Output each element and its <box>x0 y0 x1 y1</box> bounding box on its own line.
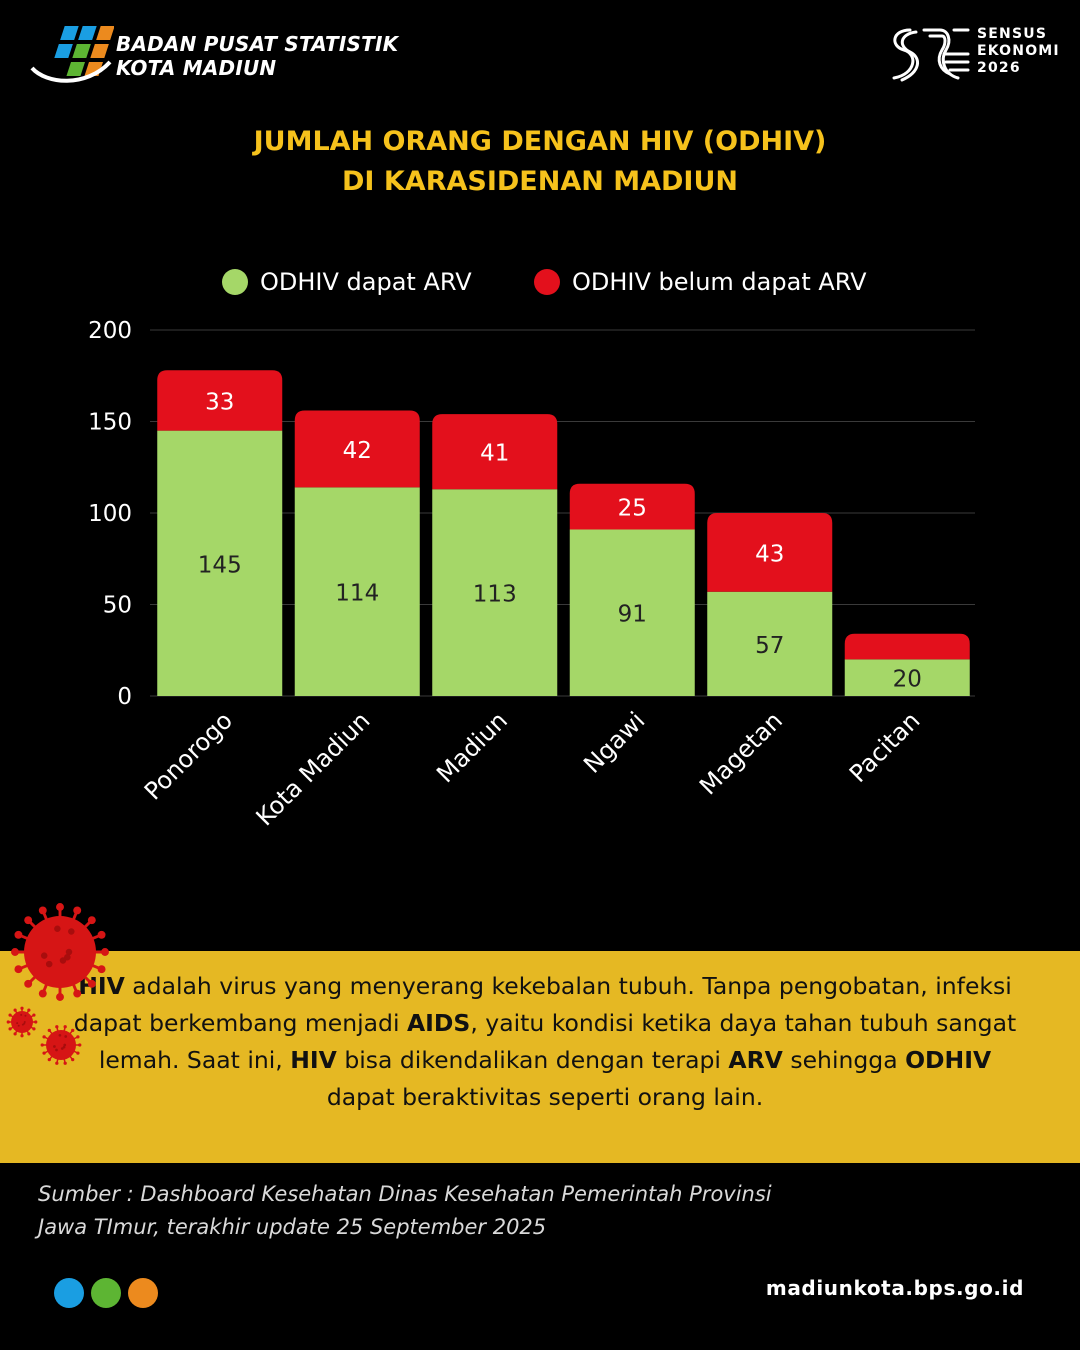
org-line2: KOTA MADIUN <box>116 56 277 80</box>
y-tick-label: 200 <box>88 318 132 344</box>
info-text-3: bisa dikendalikan dengan terapi <box>336 1046 729 1074</box>
bar-segment <box>294 487 420 696</box>
info-aids: AIDS <box>406 1009 471 1037</box>
bar-segment <box>844 633 970 660</box>
bar-segment <box>844 659 970 696</box>
website-link[interactable]: madiunkota.bps.go.id <box>765 1276 1024 1300</box>
bar-segment <box>432 414 558 490</box>
footer-dots <box>54 1278 165 1308</box>
legend-dot-green-icon <box>222 269 248 295</box>
bar-segment <box>432 489 558 696</box>
info-text-2: , yaitu kondisi ketika daya tahan tubuh … <box>98 1009 1017 1074</box>
y-tick-label: 150 <box>88 410 132 436</box>
org-line1: BADAN PUSAT STATISTIK <box>116 32 399 56</box>
legend-label-arv: ODHIV dapat ARV <box>260 268 472 296</box>
blue-dot-icon <box>54 1278 84 1308</box>
virus-icon <box>11 903 109 1001</box>
virus-small-icon <box>40 1025 82 1065</box>
header: BADAN PUSAT STATISTIK KOTA MADIUN SENSUS… <box>0 0 1080 110</box>
bar-segment <box>707 513 833 592</box>
legend-item-arv: ODHIV dapat ARV <box>222 262 472 302</box>
data-label: 43 <box>755 541 784 567</box>
x-tick-label: Madiun <box>431 706 513 788</box>
data-label: 145 <box>198 552 242 578</box>
data-label: 20 <box>893 667 922 693</box>
info-text-5: dapat beraktivitas seperti orang lain. <box>326 1083 764 1111</box>
chart-title: JUMLAH ORANG DENGAN HIV (ODHIV) DI KARAS… <box>0 122 1080 202</box>
data-label: 33 <box>205 389 234 415</box>
data-label: 114 <box>335 581 379 607</box>
source-line1: Sumber : Dashboard Kesehatan Dinas Keseh… <box>38 1182 772 1206</box>
bar-segment <box>157 370 283 431</box>
info-box: HIV adalah virus yang menyerang kekebala… <box>0 951 1080 1163</box>
info-odhiv: ODHIV <box>905 1046 992 1074</box>
census-line1: SENSUS <box>977 26 1048 42</box>
data-label: 113 <box>473 582 517 608</box>
data-label: 42 <box>343 438 372 464</box>
x-tick-label: Pacitan <box>844 706 926 788</box>
info-text-1: adalah virus yang menyerang kekebalan tu… <box>73 972 1012 1037</box>
bar-segment <box>294 410 420 488</box>
sensus-ekonomi-text: SENSUS EKONOMI 2026 <box>977 26 1060 77</box>
info-arv: ARV <box>728 1046 783 1074</box>
bar-segment <box>569 529 695 696</box>
source-note: Sumber : Dashboard Kesehatan Dinas Keseh… <box>38 1178 998 1244</box>
census-line3: 2026 <box>977 60 1021 76</box>
y-tick-label: 0 <box>117 684 132 710</box>
bar-segment <box>569 483 695 530</box>
data-label: 41 <box>480 441 509 467</box>
info-hiv-2: HIV <box>290 1046 337 1074</box>
title-line2: DI KARASIDENAN MADIUN <box>342 166 738 197</box>
x-tick-label: Ngawi <box>578 706 650 778</box>
x-tick-label: Magetan <box>694 706 788 800</box>
orange-dot-icon <box>128 1278 158 1308</box>
x-tick-label: Ponorogo <box>139 706 238 805</box>
chart-legend: ODHIV dapat ARV ODHIV belum dapat ARV <box>0 262 1080 302</box>
bps-org-name: BADAN PUSAT STATISTIK KOTA MADIUN <box>116 32 398 80</box>
legend-item-no-arv: ODHIV belum dapat ARV <box>534 262 867 302</box>
bps-logo-icon <box>30 26 114 83</box>
data-label: 57 <box>755 633 784 659</box>
x-tick-label: Kota Madiun <box>251 706 376 831</box>
source-line2: Jawa TImur, terakhir update 25 September… <box>38 1215 547 1239</box>
green-dot-icon <box>91 1278 121 1308</box>
stacked-bar-chart: 0 50 100 150 200 145 33 Ponorogo 114 42 Kota Madiu… <box>88 318 975 831</box>
census-line2: EKONOMI <box>977 43 1060 59</box>
data-label: 91 <box>618 602 647 628</box>
info-text: HIV adalah virus yang menyerang kekebala… <box>70 968 1020 1116</box>
virus-small-icon <box>6 1006 38 1038</box>
bar-segment <box>157 430 283 696</box>
info-text-4: sehingga <box>782 1046 906 1074</box>
sensus-ekonomi-logo-icon <box>892 28 970 82</box>
legend-dot-red-icon <box>534 269 560 295</box>
title-line1: JUMLAH ORANG DENGAN HIV (ODHIV) <box>253 126 827 157</box>
y-tick-label: 50 <box>103 593 132 619</box>
data-label: 25 <box>618 496 647 522</box>
y-tick-label: 100 <box>88 501 132 527</box>
bar-segment <box>707 591 833 696</box>
legend-label-no-arv: ODHIV belum dapat ARV <box>572 268 867 296</box>
